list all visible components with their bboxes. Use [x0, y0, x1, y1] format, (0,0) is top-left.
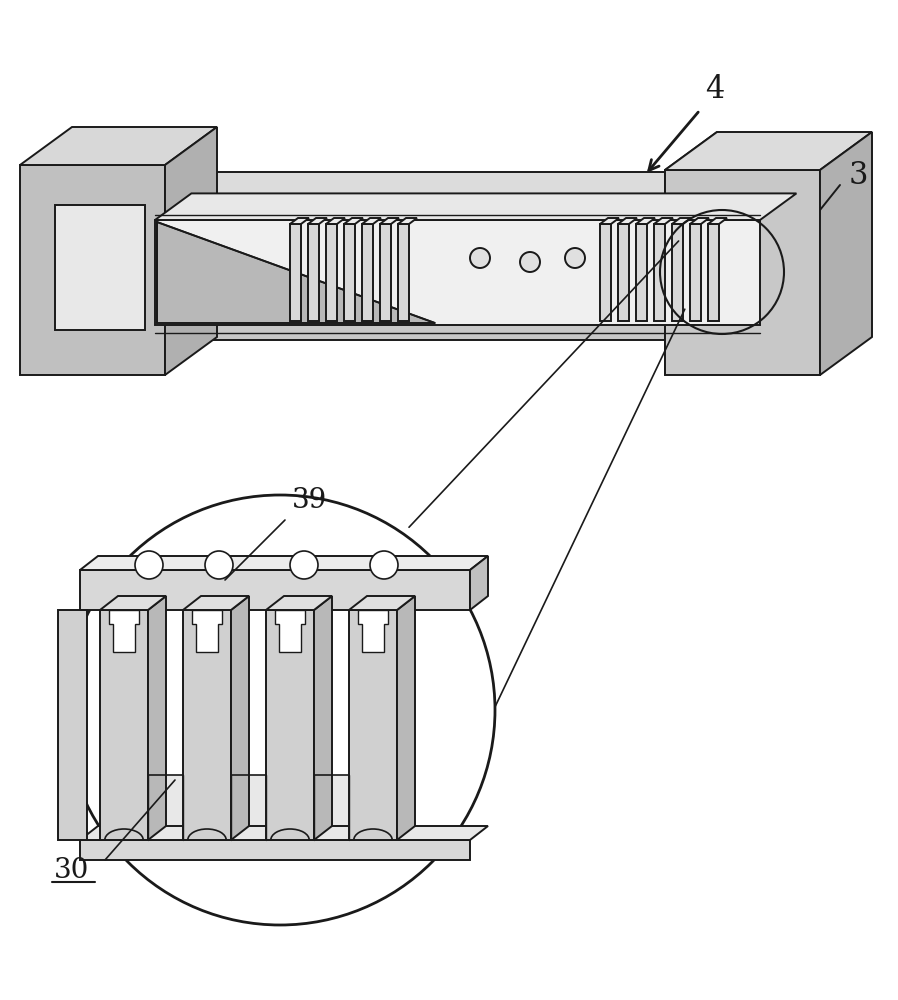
Polygon shape [665, 170, 820, 375]
Polygon shape [155, 193, 797, 220]
Polygon shape [380, 218, 399, 224]
Polygon shape [665, 132, 717, 375]
Polygon shape [665, 132, 872, 170]
Polygon shape [266, 596, 332, 610]
Polygon shape [308, 224, 319, 321]
Polygon shape [600, 218, 619, 224]
Polygon shape [231, 775, 266, 840]
Polygon shape [690, 218, 709, 224]
Polygon shape [398, 218, 417, 224]
Polygon shape [760, 172, 812, 340]
Polygon shape [155, 220, 760, 325]
Polygon shape [308, 218, 327, 224]
Circle shape [520, 252, 540, 272]
Circle shape [370, 551, 398, 579]
Polygon shape [654, 224, 665, 321]
Polygon shape [398, 224, 409, 321]
Circle shape [470, 248, 490, 268]
Polygon shape [344, 224, 355, 321]
Polygon shape [183, 596, 249, 610]
Polygon shape [290, 218, 309, 224]
Polygon shape [636, 218, 655, 224]
Polygon shape [344, 218, 363, 224]
Polygon shape [157, 222, 435, 323]
Polygon shape [362, 224, 373, 321]
Polygon shape [183, 610, 231, 840]
Polygon shape [349, 596, 415, 610]
Polygon shape [266, 610, 314, 840]
Polygon shape [600, 224, 611, 321]
Text: 3: 3 [849, 159, 867, 190]
Polygon shape [690, 224, 701, 321]
Polygon shape [165, 127, 217, 375]
Polygon shape [314, 596, 332, 840]
Polygon shape [192, 610, 222, 652]
Polygon shape [20, 127, 217, 165]
Polygon shape [55, 205, 145, 330]
Polygon shape [326, 224, 337, 321]
Polygon shape [820, 132, 872, 375]
Polygon shape [362, 218, 381, 224]
Polygon shape [380, 224, 391, 321]
Polygon shape [358, 610, 388, 652]
Polygon shape [290, 224, 301, 321]
Polygon shape [636, 224, 647, 321]
Polygon shape [672, 218, 691, 224]
Polygon shape [100, 610, 148, 840]
Polygon shape [30, 172, 812, 210]
Circle shape [135, 551, 163, 579]
Text: 4: 4 [705, 75, 725, 105]
Polygon shape [618, 218, 637, 224]
Polygon shape [470, 556, 488, 610]
Polygon shape [58, 610, 87, 840]
Polygon shape [80, 556, 488, 570]
Polygon shape [80, 826, 488, 840]
Polygon shape [20, 165, 165, 375]
Polygon shape [148, 596, 166, 840]
Polygon shape [109, 610, 139, 652]
Polygon shape [397, 596, 415, 840]
Polygon shape [80, 570, 470, 610]
Circle shape [65, 495, 495, 925]
Polygon shape [326, 218, 345, 224]
Polygon shape [275, 610, 305, 652]
Polygon shape [708, 218, 727, 224]
Polygon shape [618, 224, 629, 321]
Polygon shape [672, 224, 683, 321]
Polygon shape [654, 218, 673, 224]
Polygon shape [349, 610, 397, 840]
Text: 39: 39 [293, 487, 328, 514]
Circle shape [565, 248, 585, 268]
Circle shape [290, 551, 318, 579]
Polygon shape [148, 775, 183, 840]
Polygon shape [231, 596, 249, 840]
Polygon shape [80, 840, 470, 860]
Polygon shape [708, 224, 719, 321]
Polygon shape [100, 596, 166, 610]
Polygon shape [30, 210, 760, 340]
Text: 30: 30 [54, 856, 90, 884]
Polygon shape [314, 775, 349, 840]
Circle shape [205, 551, 233, 579]
